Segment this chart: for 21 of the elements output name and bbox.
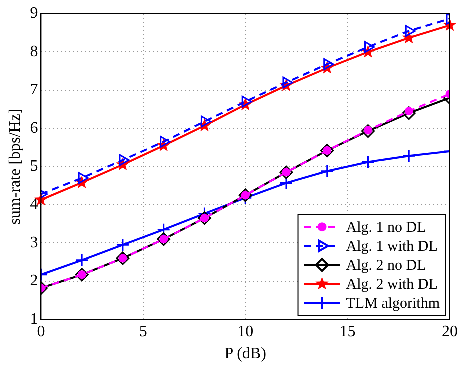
legend-label: Alg. 1 no DL — [346, 220, 426, 236]
legend-label: Alg. 2 with DL — [346, 277, 438, 294]
x-tick-label: 0 — [37, 323, 46, 340]
legend-label: TLM algorithm — [346, 296, 440, 312]
y-tick-label: 2 — [30, 272, 38, 290]
legend-label: Alg. 2 no DL — [346, 258, 426, 274]
y-tick-label: 3 — [30, 234, 38, 252]
y-tick-label: 7 — [30, 82, 38, 99]
legend-label: Alg. 1 with DL — [346, 239, 438, 256]
x-axis-title: P (dB) — [224, 346, 266, 363]
x-tick-label: 10 — [238, 323, 254, 340]
y-tick-label: 5 — [30, 158, 38, 176]
x-tick-label: 20 — [442, 323, 458, 340]
y-tick-label: 1 — [30, 310, 38, 328]
y-tick-label: 6 — [30, 120, 38, 137]
x-tick-label: 15 — [340, 323, 356, 340]
y-tick-label: 9 — [30, 5, 38, 22]
y-tick-label: 4 — [30, 196, 38, 214]
y-tick-label: 8 — [30, 43, 38, 60]
x-tick-label: 5 — [139, 323, 148, 340]
y-axis-title: sum-rate [bps/Hz] — [6, 108, 24, 225]
